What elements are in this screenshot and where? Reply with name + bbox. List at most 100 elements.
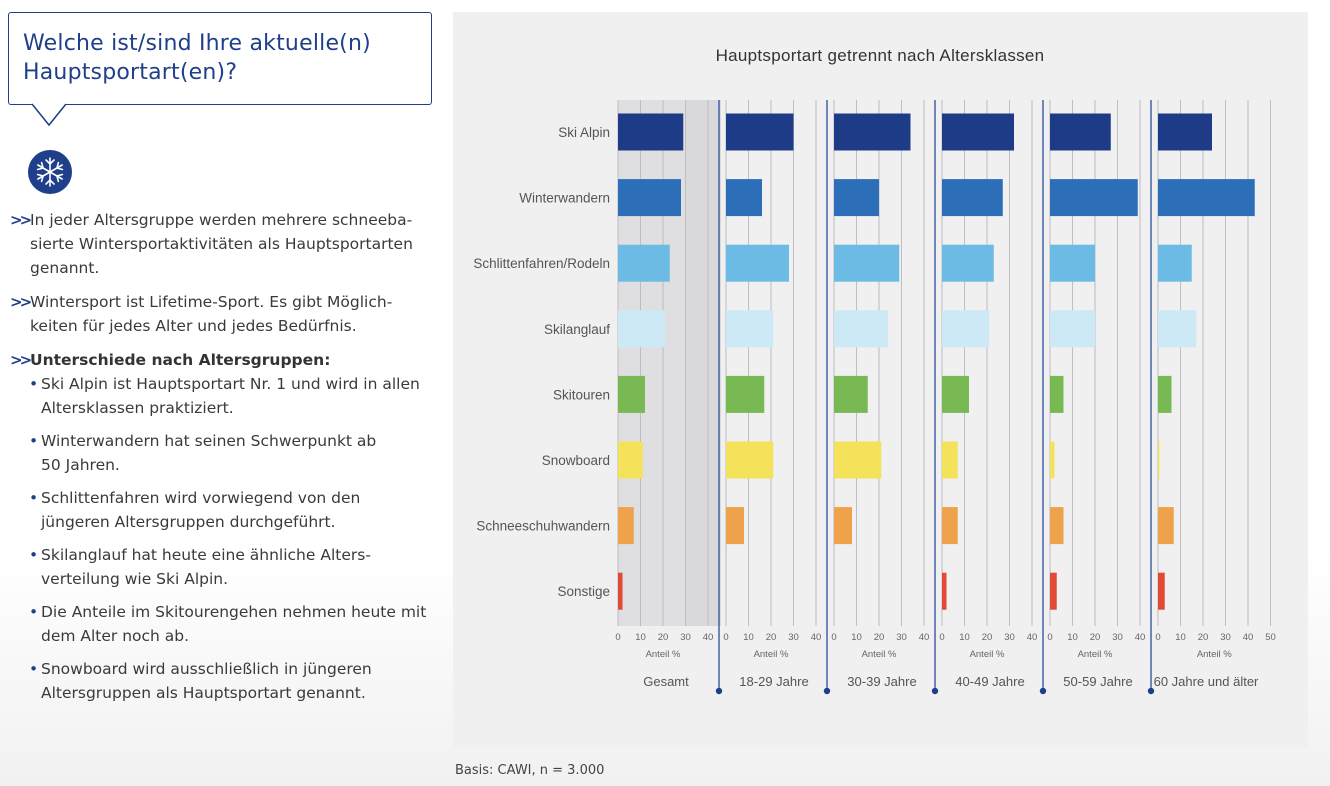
bar <box>1158 507 1174 545</box>
bullet-item: >> Wintersport ist Lifetime-Sport. Es gi… <box>10 290 440 338</box>
sub-bullet-line: jüngeren Altersgruppen durchgeführt. <box>41 513 336 531</box>
sub-bullet-item: • Snowboard wird ausschließlich in jünge… <box>10 657 440 705</box>
axis-label: Anteil % <box>1078 649 1113 660</box>
sub-bullet-item: • Winterwandern hat seinen Schwerpunkt a… <box>10 429 440 477</box>
tick-label: 0 <box>1155 632 1160 643</box>
sub-bullet-line: dem Alter noch ab. <box>41 627 190 645</box>
axis-label: Anteil % <box>1197 649 1232 660</box>
bar <box>1050 113 1111 151</box>
category-label: Schneeschuhwandern <box>476 519 610 534</box>
panel-separator-dot <box>715 687 723 695</box>
bar <box>834 310 888 348</box>
category-label: Sonstige <box>557 584 610 599</box>
bullet-heading: Unterschiede nach Altersgruppen: <box>30 351 331 369</box>
bar <box>1050 375 1064 413</box>
bullet-dot-icon: • <box>29 546 39 564</box>
bullet-item: >> In jeder Altersgruppe werden mehrere … <box>10 208 440 280</box>
tick-label: 40 <box>1243 632 1254 643</box>
bullet-line: In jeder Altersgruppe werden mehrere sch… <box>30 211 413 229</box>
bar <box>942 310 990 348</box>
tick-label: 10 <box>635 632 646 643</box>
tick-label: 0 <box>1047 632 1052 643</box>
panel-group: 0 10 20 30 40 Anteil % 30-39 Jahre <box>831 100 929 689</box>
axis-label: Anteil % <box>970 649 1005 660</box>
bar <box>618 507 634 545</box>
bar <box>1158 310 1197 348</box>
sub-bullet-line: Snowboard wird ausschließlich in jüngere… <box>41 660 372 678</box>
sub-bullet-line: Winterwandern hat seinen Schwerpunkt ab <box>41 432 377 450</box>
panel-group: 0 10 20 30 40 Anteil % 50-59 Jahre <box>1047 100 1145 689</box>
bar <box>1050 441 1055 479</box>
bullet-line: genannt. <box>30 259 100 277</box>
basis-note: Basis: CAWI, n = 3.000 <box>455 763 605 778</box>
category-label: Winterwandern <box>519 191 610 206</box>
bar <box>618 113 684 151</box>
tick-label: 40 <box>811 632 822 643</box>
bar <box>942 179 1003 217</box>
bullet-line: keiten für jedes Alter und jedes Bedürfn… <box>30 317 357 335</box>
bar <box>942 441 958 479</box>
panel-separator-dot <box>1039 687 1047 695</box>
bar <box>1158 441 1160 479</box>
category-label: Skilanglauf <box>544 322 610 337</box>
category-label: Schlittenfahren/Rodeln <box>473 256 610 271</box>
bar <box>1158 572 1165 610</box>
snowflake-icon <box>28 150 72 194</box>
bullet-dot-icon: • <box>29 489 39 507</box>
panel-separator-dot <box>823 687 831 695</box>
chart-panel: Hauptsportart getrennt nach Altersklasse… <box>453 12 1308 747</box>
chevron-right-icon: >> <box>10 293 32 311</box>
bar <box>1050 244 1095 282</box>
bullet-item: >> Unterschiede nach Altersgruppen: <box>10 348 440 372</box>
sub-bullet-line: Schlittenfahren wird vorwiegend von den <box>41 489 361 507</box>
chart-svg: Hauptsportart getrennt nach Altersklasse… <box>473 46 1276 695</box>
bar <box>726 179 762 217</box>
tick-label: 10 <box>1067 632 1078 643</box>
tick-label: 0 <box>723 632 728 643</box>
panel-group: 0 10 20 30 40 50 Anteil % 60 Jahre und älter <box>1154 100 1276 689</box>
sub-bullet-line: Ski Alpin ist Hauptsportart Nr. 1 und wi… <box>41 375 420 393</box>
bar <box>726 310 774 348</box>
tick-label: 20 <box>874 632 885 643</box>
bar <box>1050 310 1095 348</box>
tick-label: 30 <box>1112 632 1123 643</box>
bar <box>834 375 868 413</box>
bar <box>834 441 882 479</box>
panel-label: 60 Jahre und älter <box>1154 674 1259 689</box>
tick-label: 40 <box>1027 632 1038 643</box>
bullet-line: Wintersport ist Lifetime-Sport. Es gibt … <box>30 293 393 311</box>
bar <box>1158 113 1212 151</box>
panel-label: 18-29 Jahre <box>739 674 808 689</box>
bar <box>1158 244 1192 282</box>
tick-label: 10 <box>1175 632 1186 643</box>
axis-label: Anteil % <box>754 649 789 660</box>
bullet-list: >> In jeder Altersgruppe werden mehrere … <box>10 208 440 714</box>
bar <box>618 572 623 610</box>
tick-label: 10 <box>743 632 754 643</box>
speech-bubble-tail <box>32 103 66 127</box>
tick-label: 20 <box>982 632 993 643</box>
bar <box>942 507 958 545</box>
sub-bullet-line: Altersklassen praktiziert. <box>41 399 234 417</box>
bar <box>726 441 774 479</box>
question-line-2: Hauptsportart(en)? <box>23 60 238 85</box>
sub-bullet-line: Altersgruppen als Hauptsportart genannt. <box>41 684 366 702</box>
sub-bullet-line: verteilung wie Ski Alpin. <box>41 570 229 588</box>
bullet-dot-icon: • <box>29 375 39 393</box>
panel-group: 0 10 20 30 40 Anteil % Gesamt <box>615 100 721 689</box>
highlight-background <box>618 100 721 626</box>
tick-label: 50 <box>1265 632 1276 643</box>
sub-bullet-line: Die Anteile im Skitourengehen nehmen heu… <box>41 603 427 621</box>
bar <box>1158 179 1255 217</box>
tick-label: 20 <box>766 632 777 643</box>
bar <box>834 244 900 282</box>
chevron-right-icon: >> <box>10 211 32 229</box>
category-label: Skitouren <box>553 387 610 402</box>
bar <box>834 179 879 217</box>
panel-label: 40-49 Jahre <box>955 674 1024 689</box>
bar <box>618 244 670 282</box>
chevron-right-icon: >> <box>10 351 32 369</box>
tick-label: 40 <box>703 632 714 643</box>
panel-separator-dot <box>1147 687 1155 695</box>
question-box: Welche ist/sind Ihre aktuelle(n) Hauptsp… <box>8 12 432 105</box>
